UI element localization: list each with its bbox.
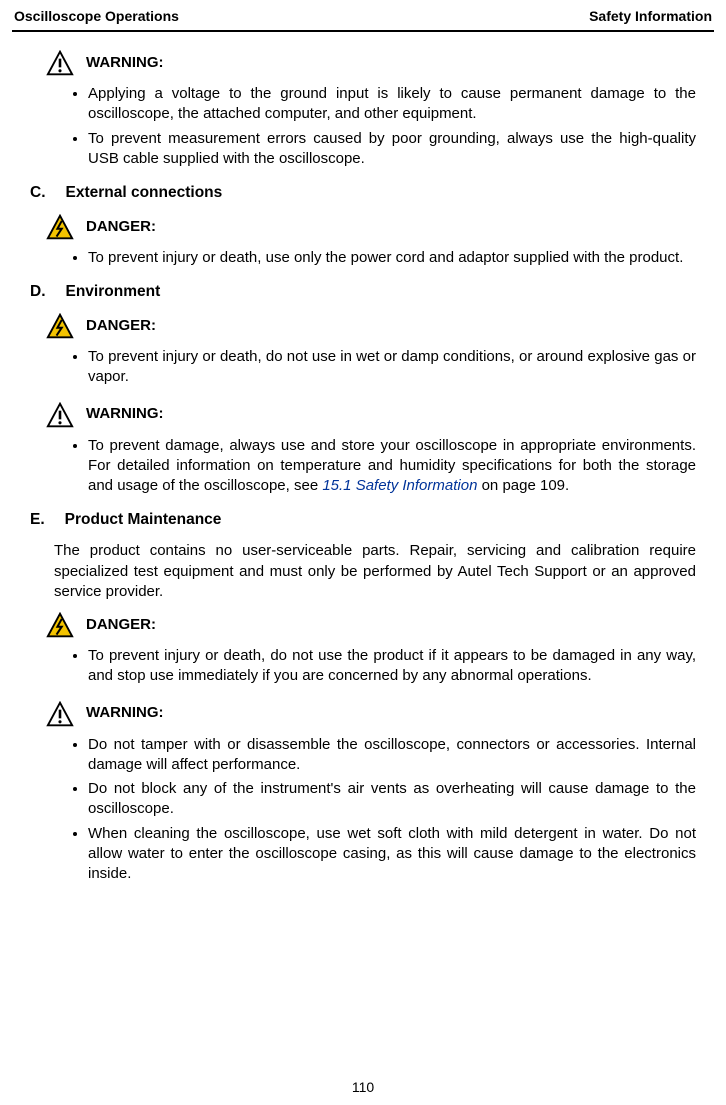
bullet-item: To prevent injury or death, do not use t… bbox=[88, 646, 696, 687]
section-e-head: E. Product Maintenance bbox=[30, 510, 696, 531]
warning-label: WARNING: bbox=[86, 404, 164, 424]
danger-triangle-icon bbox=[46, 612, 74, 638]
section-c-head: C. External connections bbox=[30, 183, 696, 204]
page-number: 110 bbox=[0, 1079, 726, 1095]
warning-row-top: WARNING: bbox=[46, 50, 696, 76]
warning-row-e: WARNING: bbox=[46, 701, 696, 727]
bullet-item: To prevent measurement errors caused by … bbox=[88, 129, 696, 170]
bullet-item: Applying a voltage to the ground input i… bbox=[88, 84, 696, 125]
danger-row-c: DANGER: bbox=[46, 214, 696, 240]
c-danger-list: To prevent injury or death, use only the… bbox=[30, 248, 696, 268]
danger-label: DANGER: bbox=[86, 217, 156, 237]
section-title: Product Maintenance bbox=[65, 510, 222, 531]
warning-row-d: WARNING: bbox=[46, 402, 696, 428]
danger-label: DANGER: bbox=[86, 316, 156, 336]
header-left: Oscilloscope Operations bbox=[14, 8, 179, 24]
cross-ref-link[interactable]: 15.1 Safety Information bbox=[322, 477, 477, 494]
header-right: Safety Information bbox=[589, 8, 712, 24]
bullet-item: Do not block any of the instrument's air… bbox=[88, 779, 696, 820]
top-warning-list: Applying a voltage to the ground input i… bbox=[30, 84, 696, 169]
d-warning-list: To prevent damage, always use and store … bbox=[30, 436, 696, 497]
content: WARNING: Applying a voltage to the groun… bbox=[12, 50, 714, 884]
header-rule bbox=[12, 30, 714, 32]
bullet-item: To prevent injury or death, do not use i… bbox=[88, 347, 696, 388]
warning-triangle-icon bbox=[46, 50, 74, 76]
e-danger-list: To prevent injury or death, do not use t… bbox=[30, 646, 696, 687]
page-header: Oscilloscope Operations Safety Informati… bbox=[12, 8, 714, 28]
section-title: Environment bbox=[66, 282, 161, 303]
section-letter: E. bbox=[30, 510, 45, 531]
danger-triangle-icon bbox=[46, 214, 74, 240]
section-d-head: D. Environment bbox=[30, 282, 696, 303]
danger-row-d: DANGER: bbox=[46, 313, 696, 339]
bullet-item: To prevent injury or death, use only the… bbox=[88, 248, 696, 268]
e-warning-list: Do not tamper with or disassemble the os… bbox=[30, 735, 696, 885]
danger-row-e: DANGER: bbox=[46, 612, 696, 638]
warning-label: WARNING: bbox=[86, 53, 164, 73]
section-title: External connections bbox=[66, 183, 223, 204]
text-post: on page 109. bbox=[477, 477, 569, 494]
danger-triangle-icon bbox=[46, 313, 74, 339]
d-danger-list: To prevent injury or death, do not use i… bbox=[30, 347, 696, 388]
bullet-item: Do not tamper with or disassemble the os… bbox=[88, 735, 696, 776]
bullet-item: To prevent damage, always use and store … bbox=[88, 436, 696, 497]
section-letter: D. bbox=[30, 282, 46, 303]
warning-triangle-icon bbox=[46, 701, 74, 727]
bullet-item: When cleaning the oscilloscope, use wet … bbox=[88, 824, 696, 885]
warning-label: WARNING: bbox=[86, 703, 164, 723]
danger-label: DANGER: bbox=[86, 615, 156, 635]
warning-triangle-icon bbox=[46, 402, 74, 428]
page: Oscilloscope Operations Safety Informati… bbox=[0, 0, 726, 1105]
e-intro: The product contains no user-serviceable… bbox=[54, 541, 696, 602]
section-letter: C. bbox=[30, 183, 46, 204]
